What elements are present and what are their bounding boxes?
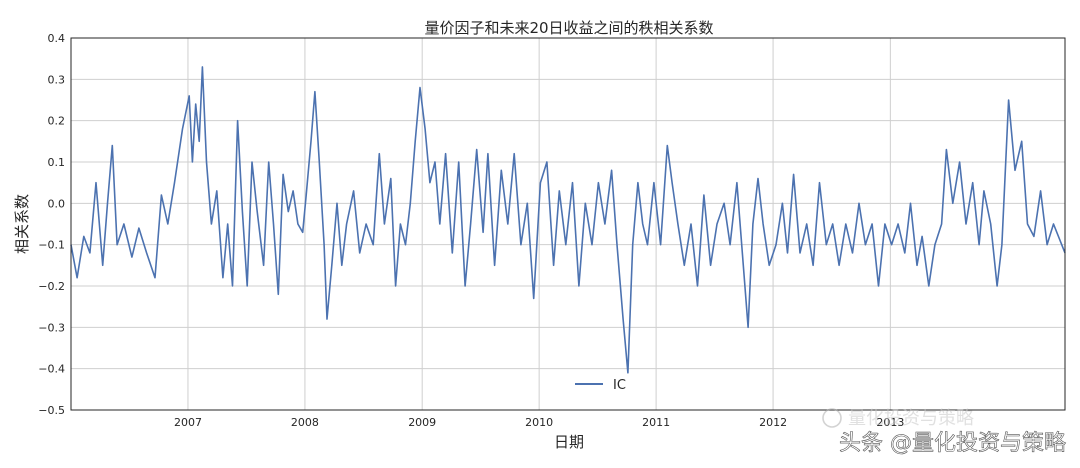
x-tick-label: 2011 [642, 416, 670, 429]
x-tick-label: 2013 [876, 416, 904, 429]
watermark-brand: 量化投资与策略 [848, 408, 974, 429]
legend: IC [575, 378, 626, 393]
y-tick-label: 0.0 [48, 197, 66, 210]
x-tick-label: 2010 [525, 416, 553, 429]
series-group [70, 66, 1066, 374]
y-tick-label: −0.5 [38, 404, 65, 417]
y-tick-label: −0.4 [38, 363, 65, 376]
y-tick-label: 0.4 [48, 32, 66, 45]
series-line-ic [70, 66, 1066, 374]
y-tick-labels: −0.5 −0.4 −0.3 −0.2 −0.1 0.0 0.1 0.2 0.3 0.4 [38, 32, 65, 417]
y-tick-label: 0.1 [48, 156, 66, 169]
y-tick-label: −0.3 [38, 321, 65, 334]
y-axis-label: 相关系数 [13, 194, 31, 254]
y-tick-label: −0.1 [38, 239, 65, 252]
watermark: 量化投资与策略 [822, 408, 974, 429]
y-tick-label: −0.2 [38, 280, 65, 293]
x-tick-label: 2008 [291, 416, 319, 429]
y-tick-label: 0.2 [48, 115, 66, 128]
legend-label-ic: IC [613, 378, 626, 393]
x-tick-labels: 2007 2008 2009 2010 2011 2012 2013 [174, 416, 904, 429]
watermark-account: 头条 @量化投资与策略 [839, 431, 1066, 456]
chart-title: 量价因子和未来20日收益之间的秩相关系数 [424, 19, 713, 37]
x-tick-label: 2012 [759, 416, 787, 429]
y-tick-label: 0.3 [48, 73, 66, 86]
x-tick-label: 2007 [174, 416, 202, 429]
wechat-icon [822, 408, 842, 428]
plot-frame [70, 37, 1066, 411]
x-tick-label: 2009 [408, 416, 436, 429]
x-axis-label: 日期 [554, 433, 584, 451]
